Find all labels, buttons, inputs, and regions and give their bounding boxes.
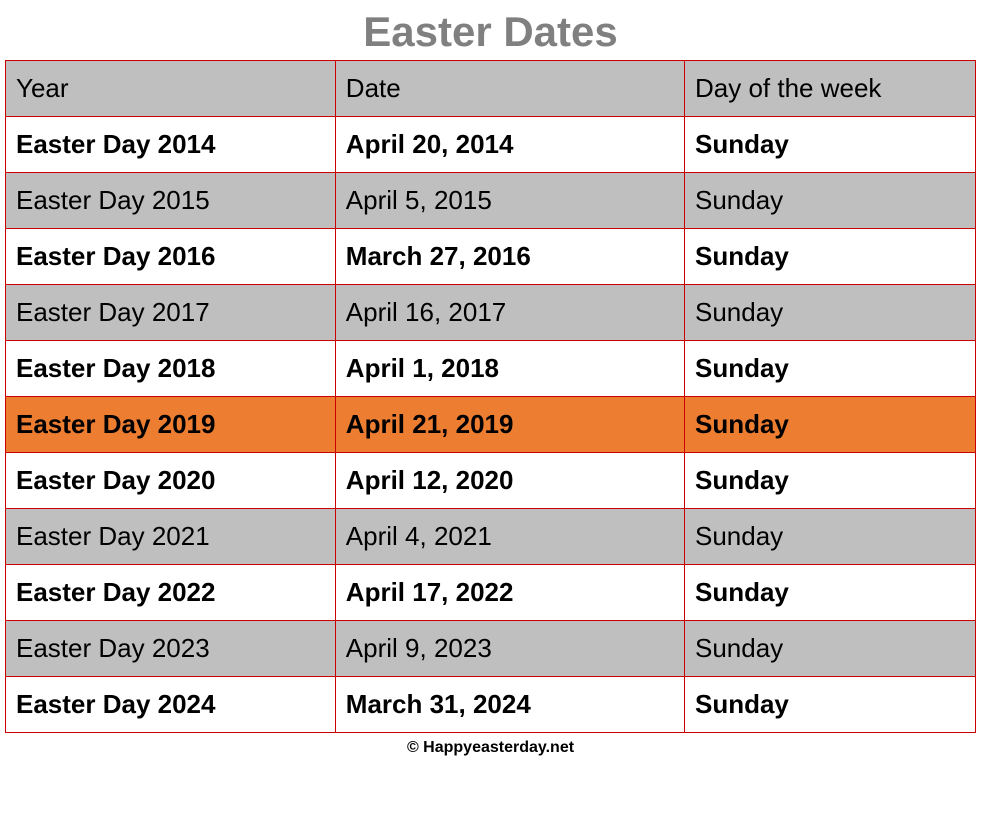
- table-row: Easter Day 2015 April 5, 2015 Sunday: [6, 173, 976, 229]
- table-row: Easter Day 2022 April 17, 2022 Sunday: [6, 565, 976, 621]
- cell-date: April 17, 2022: [335, 565, 684, 621]
- cell-year: Easter Day 2018: [6, 341, 336, 397]
- cell-year: Easter Day 2017: [6, 285, 336, 341]
- cell-year: Easter Day 2022: [6, 565, 336, 621]
- column-header-date: Date: [335, 61, 684, 117]
- cell-year: Easter Day 2016: [6, 229, 336, 285]
- cell-date: April 9, 2023: [335, 621, 684, 677]
- table-row: Easter Day 2020 April 12, 2020 Sunday: [6, 453, 976, 509]
- table-row: Easter Day 2014 April 20, 2014 Sunday: [6, 117, 976, 173]
- cell-year: Easter Day 2014: [6, 117, 336, 173]
- footer-credit: © Happyeasterday.net: [0, 733, 981, 763]
- column-header-year: Year: [6, 61, 336, 117]
- easter-dates-table: Year Date Day of the week Easter Day 201…: [5, 60, 976, 733]
- table-body: Easter Day 2014 April 20, 2014 Sunday Ea…: [6, 117, 976, 733]
- cell-day: Sunday: [684, 453, 975, 509]
- cell-year: Easter Day 2020: [6, 453, 336, 509]
- cell-day: Sunday: [684, 117, 975, 173]
- cell-year: Easter Day 2024: [6, 677, 336, 733]
- cell-day: Sunday: [684, 621, 975, 677]
- cell-day: Sunday: [684, 509, 975, 565]
- easter-dates-container: Easter Dates Year Date Day of the week E…: [0, 0, 981, 763]
- cell-day: Sunday: [684, 173, 975, 229]
- cell-year: Easter Day 2019: [6, 397, 336, 453]
- cell-date: March 27, 2016: [335, 229, 684, 285]
- table-row: Easter Day 2017 April 16, 2017 Sunday: [6, 285, 976, 341]
- cell-day: Sunday: [684, 285, 975, 341]
- cell-date: April 4, 2021: [335, 509, 684, 565]
- cell-year: Easter Day 2015: [6, 173, 336, 229]
- table-row: Easter Day 2021 April 4, 2021 Sunday: [6, 509, 976, 565]
- cell-date: April 20, 2014: [335, 117, 684, 173]
- cell-day: Sunday: [684, 565, 975, 621]
- column-header-day: Day of the week: [684, 61, 975, 117]
- cell-date: April 12, 2020: [335, 453, 684, 509]
- cell-date: April 5, 2015: [335, 173, 684, 229]
- cell-date: April 16, 2017: [335, 285, 684, 341]
- cell-day: Sunday: [684, 397, 975, 453]
- table-row: Easter Day 2023 April 9, 2023 Sunday: [6, 621, 976, 677]
- table-row: Easter Day 2018 April 1, 2018 Sunday: [6, 341, 976, 397]
- table-row: Easter Day 2024 March 31, 2024 Sunday: [6, 677, 976, 733]
- cell-day: Sunday: [684, 341, 975, 397]
- cell-date: April 21, 2019: [335, 397, 684, 453]
- table-header-row: Year Date Day of the week: [6, 61, 976, 117]
- table-row: Easter Day 2016 March 27, 2016 Sunday: [6, 229, 976, 285]
- cell-year: Easter Day 2021: [6, 509, 336, 565]
- cell-date: April 1, 2018: [335, 341, 684, 397]
- page-title: Easter Dates: [0, 0, 981, 60]
- cell-day: Sunday: [684, 229, 975, 285]
- cell-day: Sunday: [684, 677, 975, 733]
- cell-date: March 31, 2024: [335, 677, 684, 733]
- table-row-highlight: Easter Day 2019 April 21, 2019 Sunday: [6, 397, 976, 453]
- cell-year: Easter Day 2023: [6, 621, 336, 677]
